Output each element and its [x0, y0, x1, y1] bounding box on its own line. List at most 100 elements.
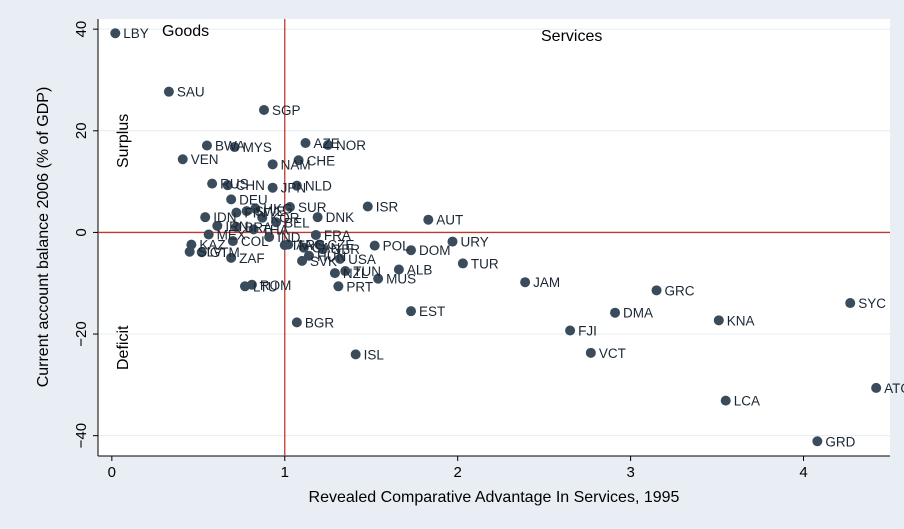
point-label-ven: VEN	[191, 152, 219, 167]
y-axis-title: Current account balance 2006 (% of GDP)	[35, 87, 52, 388]
point-label-prt: PRT	[346, 279, 373, 294]
point-label-gbr: GBR	[331, 242, 361, 257]
data-point-vct	[585, 347, 596, 358]
data-point-hun	[303, 250, 314, 261]
point-label-dom: DOM	[419, 243, 451, 258]
data-point-slv	[184, 246, 195, 257]
y-tick-label: 40	[73, 21, 90, 38]
point-label-svk: SVK	[310, 254, 337, 269]
point-label-sau: SAU	[177, 85, 205, 100]
point-label-isl: ISL	[364, 347, 385, 362]
point-label-tha: THA	[262, 222, 289, 237]
data-points	[110, 28, 882, 447]
point-label-dnk: DNK	[326, 210, 355, 225]
data-point-fji	[565, 325, 576, 336]
data-point-fra	[310, 229, 321, 240]
point-label-syc: SYC	[858, 296, 886, 311]
point-label-kor: KOR	[270, 211, 300, 226]
data-point-prt	[333, 281, 344, 292]
point-label-atg: ATG	[884, 381, 904, 396]
point-label-hun: HUN	[317, 249, 346, 264]
data-point-arg	[283, 239, 294, 250]
point-label-mus: MUS	[386, 272, 416, 287]
y-tick-label: −20	[73, 321, 90, 346]
data-point-pol	[369, 240, 380, 251]
data-point-bgr	[291, 317, 302, 328]
y-tick-label: 0	[73, 228, 90, 236]
x-tick-label: 0	[108, 464, 116, 481]
data-point-lca	[720, 395, 731, 406]
point-label-fra: FRA	[324, 228, 351, 243]
point-label-arg: ARG	[296, 238, 325, 253]
data-point-est	[405, 306, 416, 317]
data-point-syc	[845, 298, 856, 309]
point-label-che: CHE	[307, 153, 336, 168]
point-label-aze: AZE	[314, 136, 340, 151]
point-label-lca: LCA	[734, 394, 760, 409]
data-point-aze	[300, 137, 311, 148]
data-point-tur	[457, 258, 468, 269]
point-label-bra: BRA	[244, 220, 272, 235]
point-label-pol: POL	[383, 239, 411, 254]
reference-lines	[98, 19, 890, 456]
data-point-irn	[212, 220, 223, 231]
x-tick-label: 4	[799, 464, 807, 481]
point-label-cze: CZE	[327, 238, 354, 253]
data-point-dma	[610, 307, 621, 318]
data-point-nor	[322, 140, 333, 151]
data-point-mex	[203, 229, 214, 240]
x-tick-label: 1	[281, 464, 289, 481]
data-point-sau	[163, 86, 174, 97]
data-point-svk	[297, 255, 308, 266]
point-label-dma: DMA	[623, 306, 653, 321]
axes: 40 20 0 −20 −40 0 1 2 3 4	[73, 19, 890, 481]
point-label-ita: ITA	[293, 238, 313, 253]
data-point-kor	[257, 212, 268, 223]
y-tick-label: −40	[73, 423, 90, 448]
point-label-lby: LBY	[123, 26, 149, 41]
point-label-nor: NOR	[336, 138, 366, 153]
point-label-isr: ISR	[376, 200, 399, 215]
data-point-rus	[207, 178, 218, 189]
point-label-col: COL	[241, 234, 269, 249]
point-label-usa: USA	[348, 252, 376, 267]
region-label-goods: Goods	[162, 23, 209, 40]
point-label-nzl: NZL	[343, 266, 369, 281]
point-label-rom: ROM	[260, 278, 292, 293]
data-point-mys	[229, 142, 240, 153]
point-label-bgr: BGR	[305, 315, 335, 330]
point-label-grd: GRD	[825, 434, 855, 449]
point-label-jpn: JPN	[281, 181, 307, 196]
data-point-aut	[423, 214, 434, 225]
point-label-deu: DEU	[239, 192, 268, 207]
point-label-swe: SWE	[255, 204, 286, 219]
point-label-bwa: BWA	[215, 139, 245, 154]
point-label-grc: GRC	[665, 283, 695, 298]
data-point-lby	[110, 28, 121, 39]
data-point-swe	[241, 206, 252, 217]
data-point-fin	[231, 207, 242, 218]
data-point-deu	[226, 194, 237, 205]
data-point-nld	[291, 180, 302, 191]
data-point-sgp	[259, 104, 270, 115]
point-label-aut: AUT	[436, 213, 463, 228]
data-point-ven	[177, 154, 188, 165]
data-point-col	[227, 236, 238, 247]
x-axis-title: Revealed Comparative Advantage In Servic…	[309, 489, 680, 506]
point-label-bel: BEL	[284, 215, 310, 230]
point-label-est: EST	[419, 304, 445, 319]
region-label-services: Services	[541, 28, 602, 45]
point-label-gtm: GTM	[210, 245, 240, 260]
point-label-mex: MEX	[217, 227, 246, 242]
x-tick-label: 2	[454, 464, 462, 481]
point-label-ltu: LTU	[253, 279, 278, 294]
point-label-slv: SLV	[198, 245, 223, 260]
data-point-grc	[651, 285, 662, 296]
data-point-bel	[271, 217, 282, 228]
region-label-deficit: Deficit	[115, 325, 132, 370]
data-point-grd	[812, 436, 823, 447]
data-point-hkg	[250, 203, 261, 214]
data-point-gbr	[317, 244, 328, 255]
point-label-zaf: ZAF	[239, 251, 265, 266]
